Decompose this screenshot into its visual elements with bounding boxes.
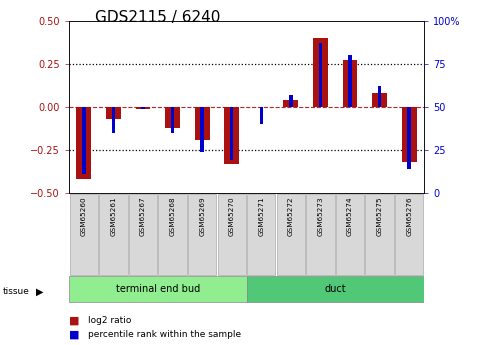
FancyBboxPatch shape [306,194,335,275]
Bar [402,107,417,162]
Text: GSM65272: GSM65272 [288,197,294,236]
Text: GSM65271: GSM65271 [258,197,264,236]
Bar [407,107,411,169]
Bar [230,107,234,160]
Text: tissue: tissue [2,287,30,296]
FancyBboxPatch shape [365,194,394,275]
Bar [195,107,210,140]
Text: GSM65273: GSM65273 [317,197,323,236]
FancyBboxPatch shape [247,194,276,275]
Bar [343,60,357,107]
Text: percentile rank within the sample: percentile rank within the sample [88,330,241,339]
Bar [289,95,293,107]
Text: GSM65267: GSM65267 [140,197,146,236]
FancyBboxPatch shape [69,276,246,302]
Bar [136,107,150,109]
Bar [111,107,115,133]
Text: terminal end bud: terminal end bud [116,284,200,294]
Text: GSM65275: GSM65275 [377,197,383,236]
Bar [318,43,322,107]
FancyBboxPatch shape [99,194,128,275]
Text: ■: ■ [69,330,79,339]
FancyBboxPatch shape [336,194,364,275]
Bar [76,107,91,179]
FancyBboxPatch shape [129,194,157,275]
Bar [82,107,86,174]
Text: GSM65270: GSM65270 [229,197,235,236]
FancyBboxPatch shape [395,194,423,275]
FancyBboxPatch shape [277,194,305,275]
FancyBboxPatch shape [70,194,98,275]
Bar [259,107,263,124]
Bar [378,86,382,107]
Bar [165,107,180,128]
Bar [224,107,239,164]
Bar [283,100,298,107]
Text: ▶: ▶ [35,287,43,296]
FancyBboxPatch shape [217,194,246,275]
Text: ■: ■ [69,315,79,325]
Bar [372,93,387,107]
Bar [106,107,121,119]
Text: GSM65269: GSM65269 [199,197,205,236]
FancyBboxPatch shape [158,194,187,275]
Text: GSM65260: GSM65260 [81,197,87,236]
Bar [171,107,175,133]
Text: GSM65268: GSM65268 [170,197,176,236]
Text: duct: duct [324,284,346,294]
Text: log2 ratio: log2 ratio [88,316,131,325]
Bar [200,107,204,152]
FancyBboxPatch shape [188,194,216,275]
Text: GSM65274: GSM65274 [347,197,353,236]
Text: GDS2115 / 6240: GDS2115 / 6240 [95,10,220,25]
Bar [348,55,352,107]
Text: GSM65276: GSM65276 [406,197,412,236]
Text: GSM65261: GSM65261 [110,197,116,236]
Bar [313,38,328,107]
FancyBboxPatch shape [246,276,424,302]
Bar [141,107,145,109]
